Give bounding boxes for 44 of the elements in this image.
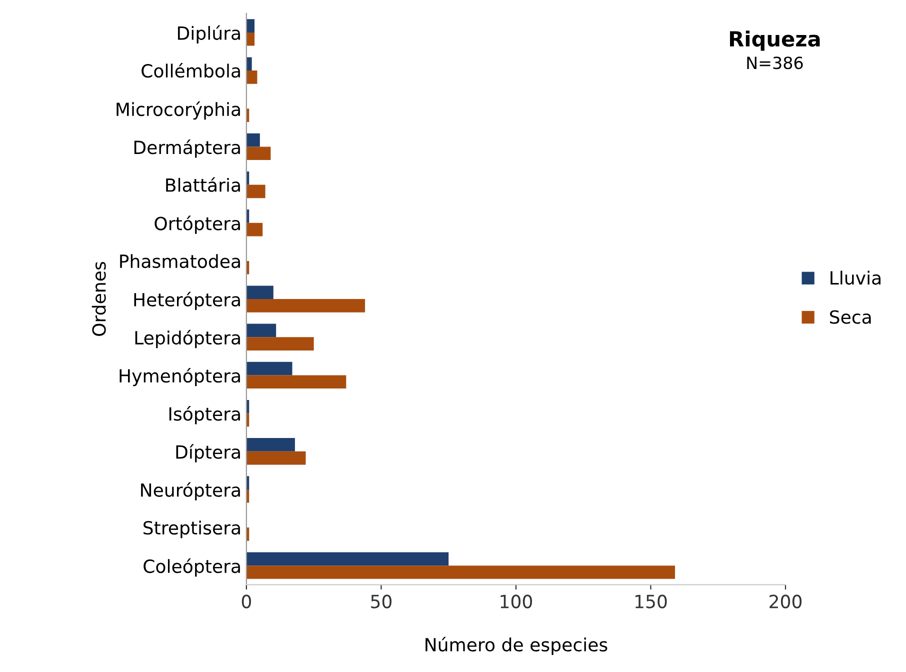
y-tick-label: Microcorýphia (116, 101, 240, 120)
y-tick-label: Dermáptera (134, 140, 240, 158)
bar (246, 184, 266, 198)
y-axis-title: Ordenes (92, 262, 106, 336)
y-tick-label: Lepidóptera (135, 330, 240, 348)
y-tick-label: Blattária (166, 177, 240, 192)
bar (246, 299, 366, 312)
x-tick-label: 200 (770, 594, 802, 608)
y-tick-label: Heteróptera (134, 292, 240, 310)
x-tick-label: 100 (500, 594, 532, 608)
bar (246, 552, 449, 566)
x-axis-title: Número de especies (426, 636, 608, 656)
y-tick-label: Phasmatodea (120, 254, 240, 268)
y-tick-label: Diplúra (178, 25, 240, 44)
y-tick-label: Isóptera (169, 406, 240, 424)
bar (246, 362, 292, 376)
bar (246, 438, 295, 452)
x-tick-label: 0 (242, 594, 251, 608)
y-tick-label: Streptisera (144, 520, 240, 538)
y-tick-label: Hymenóptera (120, 368, 240, 386)
legend-label: Lluvia (830, 270, 880, 285)
bar (246, 451, 306, 465)
y-tick-label: Coleóptera (144, 558, 240, 577)
text: N=386 (747, 56, 803, 70)
bar (246, 133, 260, 147)
legend-label: Seca (830, 310, 871, 324)
bar (246, 32, 255, 46)
bar (246, 566, 675, 579)
bar (246, 57, 252, 71)
bar (246, 286, 274, 300)
x-tick-label: 150 (635, 594, 667, 608)
y-tick-label: Ortóptera (154, 216, 240, 234)
bar (246, 70, 258, 84)
text: Riqueza (730, 30, 820, 51)
x-tick-label: 50 (371, 594, 392, 608)
y-tick-label: Díptera (176, 444, 240, 462)
bar (246, 146, 271, 160)
bar (246, 19, 255, 32)
y-tick-label: Collémbola (142, 62, 240, 78)
bar (246, 337, 314, 350)
y-tick-label: Neuróptera (141, 482, 240, 500)
bar (246, 375, 346, 389)
bar (246, 324, 276, 338)
bar (246, 222, 263, 236)
